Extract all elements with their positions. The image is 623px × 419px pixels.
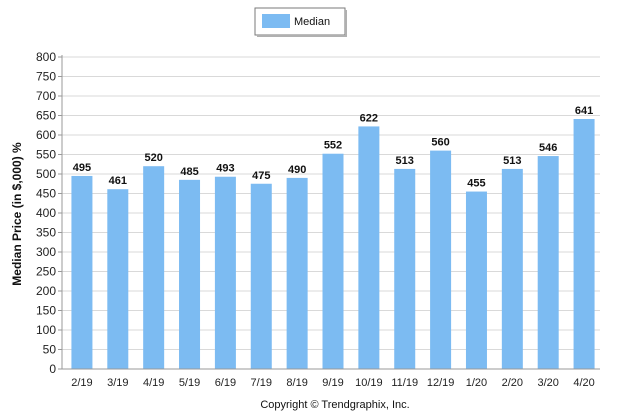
data-label: 495 <box>73 162 91 174</box>
y-axis-ticks: 0 50 100 150 200 250 300 350 400 450 500 550 600 650 7… <box>36 50 62 376</box>
bar <box>214 176 236 369</box>
y-tick-label: 550 <box>36 148 56 162</box>
x-tick-label: 8/19 <box>286 377 307 389</box>
legend-shadow-right <box>345 10 347 37</box>
x-tick-label: 2/20 <box>502 377 523 389</box>
y-tick-label: 0 <box>49 362 56 376</box>
y-tick-label: 400 <box>36 206 56 220</box>
legend-label: Median <box>294 16 330 28</box>
bar <box>573 119 595 369</box>
x-tick-label: 3/19 <box>107 377 128 389</box>
bar <box>358 126 380 369</box>
data-label: 641 <box>575 105 593 117</box>
bar <box>71 175 93 369</box>
y-tick-label: 450 <box>36 187 56 201</box>
legend: Median <box>254 7 347 37</box>
data-label: 513 <box>396 155 414 167</box>
x-tick-label: 1/20 <box>466 377 487 389</box>
y-tick-label: 700 <box>36 89 56 103</box>
copyright: Copyright © Trendgraphix, Inc. <box>260 399 409 411</box>
bars <box>71 119 595 369</box>
x-tick-label: 3/20 <box>537 377 558 389</box>
y-tick-label: 200 <box>36 284 56 298</box>
axes <box>61 55 600 370</box>
x-tick-label: 7/19 <box>251 377 272 389</box>
data-label: 455 <box>467 178 485 190</box>
data-label: 546 <box>539 142 557 154</box>
y-tick-label: 250 <box>36 265 56 279</box>
y-tick-label: 150 <box>36 304 56 318</box>
y-tick-label: 500 <box>36 167 56 181</box>
data-label: 520 <box>144 152 162 164</box>
bar <box>322 153 344 369</box>
y-tick-label: 300 <box>36 245 56 259</box>
x-tick-label: 12/19 <box>427 377 455 389</box>
data-label: 622 <box>360 112 378 124</box>
data-label: 485 <box>180 166 198 178</box>
data-label: 552 <box>324 140 342 152</box>
y-tick-label: 800 <box>36 50 56 64</box>
bar <box>537 156 559 369</box>
y-tick-label: 100 <box>36 323 56 337</box>
bar <box>394 168 416 369</box>
bar <box>465 191 487 369</box>
bar <box>286 177 308 369</box>
y-tick-label: 600 <box>36 128 56 142</box>
bar <box>179 179 201 369</box>
legend-swatch <box>262 14 290 28</box>
bar <box>143 166 165 369</box>
x-tick-label: 11/19 <box>391 377 418 389</box>
x-tick-label: 6/19 <box>215 377 236 389</box>
y-tick-label: 350 <box>36 226 56 240</box>
x-tick-label: 4/20 <box>573 377 594 389</box>
bar <box>430 150 452 369</box>
data-label: 490 <box>288 164 306 176</box>
y-tick-label: 650 <box>36 109 56 123</box>
bar <box>501 168 523 369</box>
x-tick-label: 10/19 <box>355 377 383 389</box>
y-axis-label: Median Price (in $,000) % <box>10 142 24 286</box>
data-label: 461 <box>109 175 127 187</box>
data-label: 475 <box>252 170 270 182</box>
bar <box>250 183 272 369</box>
data-label: 493 <box>216 163 234 175</box>
x-tick-label: 2/19 <box>71 377 92 389</box>
y-tick-label: 750 <box>36 70 56 84</box>
x-tick-label: 9/19 <box>322 377 343 389</box>
data-labels: 495 461 520 485 493 475 490 552 622 513 560 455 513 5… <box>73 105 593 190</box>
y-tick-label: 50 <box>43 343 57 357</box>
x-tick-label: 4/19 <box>143 377 164 389</box>
x-tick-label: 5/19 <box>179 377 200 389</box>
legend-shadow-bottom <box>257 35 347 37</box>
x-axis-ticks: 2/19 3/19 4/19 5/19 6/19 7/19 8/19 9/19 10/19 11/… <box>71 377 595 389</box>
data-label: 560 <box>431 137 449 149</box>
data-label: 513 <box>503 155 521 167</box>
bar <box>107 189 129 369</box>
